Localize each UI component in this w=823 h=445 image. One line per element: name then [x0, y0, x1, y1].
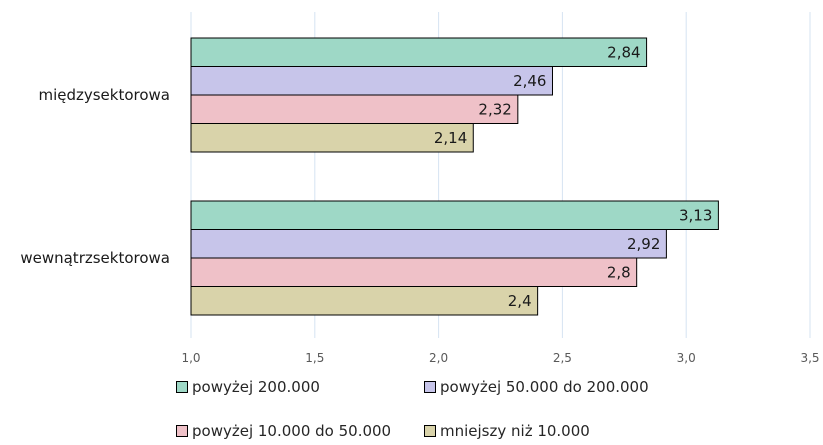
x-tick-label: 3,0: [677, 351, 696, 365]
bar: [190, 229, 667, 259]
legend-item: powyżej 10.000 do 50.000: [176, 422, 391, 440]
data-label: 3,13: [679, 206, 712, 224]
data-label: 2,92: [627, 235, 660, 253]
data-label: 2,8: [607, 263, 631, 281]
legend-label: powyżej 50.000 do 200.000: [440, 378, 649, 396]
x-axis-ticks: 1,0 1,5 2,0 2,5 3,0 3,5: [181, 351, 819, 365]
legend-label: mniejszy niż 10.000: [440, 422, 590, 440]
data-label: 2,32: [478, 100, 511, 118]
legend-swatch: [176, 425, 188, 437]
bar: [190, 286, 539, 316]
bars: 2,84 2,462,32 2,14 3,13 2,92 2,8 2,4: [190, 37, 719, 316]
bar: [190, 257, 638, 287]
data-label: 2,4: [508, 292, 532, 310]
legend-label: powyżej 10.000 do 50.000: [192, 422, 392, 440]
legend-swatch: [424, 425, 436, 437]
x-tick-label: 2,0: [429, 351, 448, 365]
data-label: 2,14: [434, 129, 467, 147]
legend-swatch: [176, 381, 188, 393]
legend-item: powyżej 50.000 do 200.000: [424, 378, 649, 396]
x-tick-label: 3,5: [800, 351, 819, 365]
data-label: 2,84: [607, 43, 640, 61]
legend-swatch: [424, 381, 436, 393]
x-tick-label: 2,5: [553, 351, 572, 365]
category-label: wewnątrzsektorowa: [20, 249, 170, 267]
bar: [190, 123, 474, 153]
category-labels: międzysektorowa wewnątrzsektorowa: [20, 86, 170, 267]
bar: [190, 37, 648, 67]
bar: [190, 200, 719, 230]
x-tick-label: 1,5: [305, 351, 324, 365]
x-tick-label: 1,0: [181, 351, 200, 365]
legend-item: powyżej 200.000: [176, 378, 320, 396]
category-label: międzysektorowa: [38, 86, 170, 104]
bar: [190, 94, 519, 124]
legend-item: mniejszy niż 10.000: [424, 422, 590, 440]
data-label: 2,46: [513, 72, 546, 90]
bar: [190, 66, 553, 96]
legend-label: powyżej 200.000: [192, 378, 320, 396]
